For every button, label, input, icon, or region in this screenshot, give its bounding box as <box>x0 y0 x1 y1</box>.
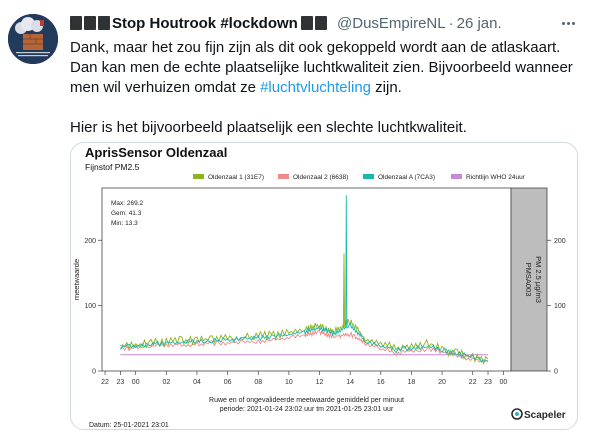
tweet-line: Dan kan men de echte plaatselijke luchtk… <box>70 59 573 76</box>
x-tick-label: 10 <box>285 379 293 386</box>
y-tick-label: 0 <box>92 369 96 376</box>
x-tick-label: 23 <box>116 379 124 386</box>
tweet-media-image[interactable]: AprisSensor Oldenzaal Fijnstof PM2.5 Old… <box>70 142 578 430</box>
strip-label-unit: PM 2.5 µg/m3 <box>534 256 543 303</box>
x-tick-label: 18 <box>408 379 416 386</box>
stat-mean: Gem: 41.3 <box>111 210 142 217</box>
emoji-block-icon <box>98 16 110 30</box>
emoji-block-icon <box>314 16 327 30</box>
legend-swatch <box>363 174 374 179</box>
x-tick-label: 22 <box>101 379 109 386</box>
chart-subtitle: Fijnstof PM2.5 <box>85 162 140 172</box>
legend-swatch <box>278 174 289 179</box>
chart-date-footer: Datum: 25-01-2021 23:01 <box>89 422 169 429</box>
legend-label: Oldenzaal A (7CA3) <box>378 174 435 181</box>
legend-swatch <box>193 174 204 179</box>
tweet-text: Dank, maar het zou fijn zijn als dit ook… <box>70 38 580 138</box>
tweet-line: Hier is het bijvoorbeeld plaatselijk een… <box>70 119 467 136</box>
legend-label: Oldenzaal 1 (31E7) <box>208 174 264 181</box>
x-tick-label: 06 <box>224 379 232 386</box>
y-tick-label-right: 0 <box>554 369 558 376</box>
x-axis-label: Ruwe en of ongevalideerde meetwaarde gem… <box>209 397 404 404</box>
logo-ring <box>511 408 523 420</box>
tweet-header: Stop Houtrook #lockdown @DusEmpireNL · 26 … <box>70 14 580 34</box>
x-tick-label: 23 <box>484 379 492 386</box>
avatar-image <box>8 14 58 64</box>
y-axis-label: meetwaarde <box>72 259 81 300</box>
separator-dot: · <box>448 15 454 32</box>
y-tick-label: 100 <box>84 303 96 310</box>
chart-title: AprisSensor Oldenzaal <box>85 145 227 160</box>
x-tick-label: 20 <box>438 379 446 386</box>
tweet-line: men wil verhuizen omdat ze #luchtvluchte… <box>70 78 580 98</box>
emoji-block-icon <box>84 16 96 30</box>
x-tick-label: 16 <box>377 379 385 386</box>
chart-svg: AprisSensor Oldenzaal Fijnstof PM2.5 Old… <box>71 143 577 429</box>
legend-swatch <box>451 174 462 179</box>
strip-label-sensor: PMSA003 <box>524 263 533 297</box>
user-handle[interactable]: @DusEmpireNL <box>337 15 446 32</box>
scapeler-logo-icon <box>511 408 523 420</box>
tweet-date[interactable]: 26 jan. <box>456 15 502 32</box>
series-line <box>120 195 489 363</box>
legend-label: Richtlijn WHO 24uur <box>466 174 526 181</box>
logo-dot <box>515 412 519 416</box>
tweet-line: Dank, maar het zou fijn zijn als dit ook… <box>70 39 561 56</box>
x-tick-label: 04 <box>193 379 201 386</box>
hashtag-link[interactable]: #luchtvluchteling <box>260 79 371 96</box>
units-strip <box>510 187 548 372</box>
stat-min: Min: 13.3 <box>111 220 138 227</box>
tweet-text-span: men wil verhuizen omdat ze <box>70 79 261 96</box>
legend-label: Oldenzaal 2 (6638) <box>293 174 348 181</box>
emoji-block-icon <box>300 16 313 30</box>
x-tick-label: 12 <box>316 379 324 386</box>
emoji-block-icon <box>70 16 82 30</box>
x-tick-label: 00 <box>499 379 507 386</box>
x-tick-label: 22 <box>469 379 477 386</box>
chart-legend: Oldenzaal 1 (31E7) Oldenzaal 2 (6638) Olde… <box>193 174 526 181</box>
chart-series <box>120 195 489 365</box>
series-line <box>120 253 489 365</box>
x-tick-label: 02 <box>162 379 170 386</box>
x-tick-label: 00 <box>132 379 140 386</box>
x-tick-label: 14 <box>346 379 354 386</box>
brand-name: Scapeler <box>524 410 566 421</box>
stat-max: Max: 269.2 <box>111 200 144 207</box>
y-tick-label-right: 100 <box>554 303 566 310</box>
y-tick-label-right: 200 <box>554 238 566 245</box>
display-name[interactable]: Stop Houtrook #lockdown <box>112 15 298 32</box>
y-tick-label: 200 <box>84 238 96 245</box>
tweet-text-span: zijn. <box>371 79 402 96</box>
avatar[interactable] <box>8 14 58 64</box>
x-axis-period: periode: 2021-01-24 23:02 uur tm 2021-01… <box>220 406 394 413</box>
x-tick-label: 08 <box>254 379 262 386</box>
more-icon[interactable] <box>556 14 580 32</box>
